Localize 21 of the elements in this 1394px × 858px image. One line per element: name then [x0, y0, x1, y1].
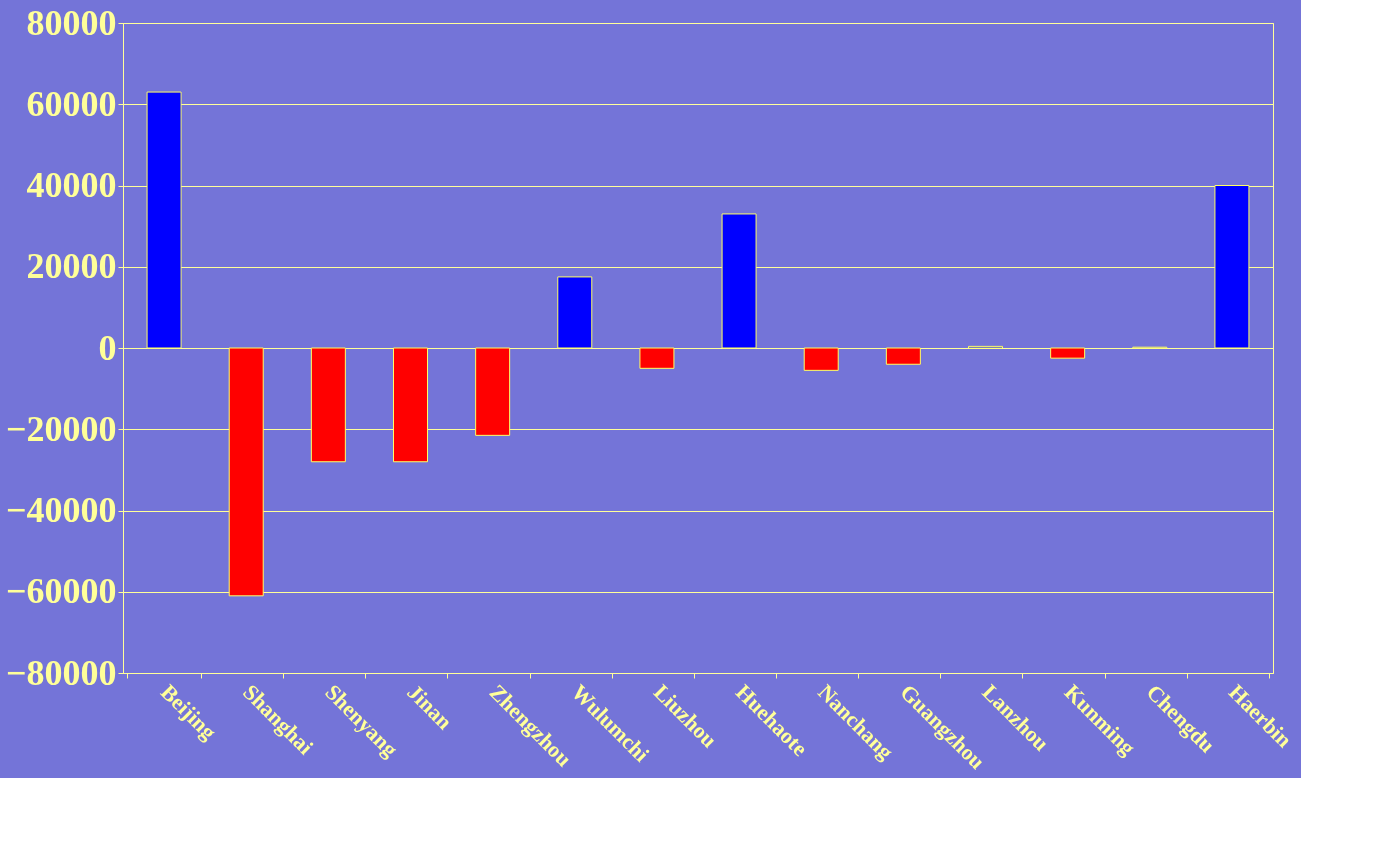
bar — [475, 347, 511, 436]
bar — [885, 347, 921, 365]
bar — [1214, 185, 1250, 349]
bar — [557, 276, 593, 349]
y-tick-label: 20000 — [26, 246, 117, 287]
y-tick-label: −40000 — [5, 490, 117, 530]
y-tick-label: −80000 — [5, 652, 117, 693]
y-tick-label: 60000 — [26, 83, 117, 124]
y-tick-label: −20000 — [5, 408, 117, 449]
y-tick-label: −60000 — [5, 571, 117, 612]
bar — [146, 91, 182, 349]
bar — [803, 347, 839, 371]
bar — [393, 347, 428, 463]
y-tick-label: 0 — [98, 327, 117, 368]
y-tick-label: 80000 — [26, 2, 117, 43]
bar — [1050, 347, 1086, 359]
bar — [310, 347, 346, 463]
bar — [639, 347, 675, 369]
y-tick-label: 40000 — [26, 165, 117, 205]
bar — [721, 213, 757, 349]
bar — [228, 347, 264, 597]
